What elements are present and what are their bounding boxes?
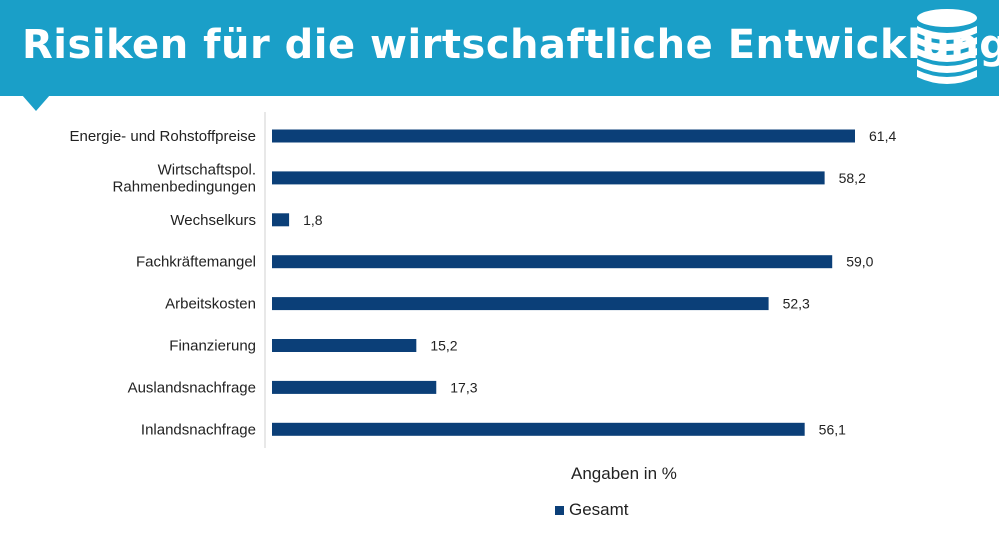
- bar-3: [272, 255, 833, 269]
- category-label-0: Energie- und Rohstoffpreise: [69, 128, 256, 145]
- x-axis-label: Angaben in %: [571, 464, 677, 483]
- value-label-2: 1,8: [303, 212, 323, 228]
- bar-4: [272, 297, 769, 311]
- value-label-7: 56,1: [819, 421, 846, 437]
- category-label-4: Arbeitskosten: [165, 296, 256, 313]
- category-label-6: Auslandsnachfrage: [128, 379, 256, 396]
- category-label-3: Fachkräftemangel: [136, 254, 256, 271]
- bar-6: [272, 380, 437, 394]
- legend-swatch-gesamt: [555, 506, 564, 515]
- value-label-5: 15,2: [430, 338, 457, 354]
- category-label-5: Finanzierung: [169, 338, 256, 355]
- bar-7: [272, 422, 805, 436]
- value-label-1: 58,2: [839, 170, 866, 186]
- title-banner: [0, 0, 999, 96]
- bar-1: [272, 171, 825, 185]
- title-banner-notch: [22, 95, 50, 111]
- bar-2: [272, 213, 290, 227]
- bar-5: [272, 339, 417, 352]
- value-label-6: 17,3: [450, 379, 477, 395]
- bar-chart: Energie- und Rohstoffpreise Wirtschaftspo…: [69, 112, 896, 448]
- value-label-0: 61,4: [869, 128, 896, 144]
- legend-label-gesamt: Gesamt: [569, 500, 629, 519]
- bar-0: [272, 129, 855, 143]
- legend: Gesamt: [555, 500, 629, 520]
- category-label-2: Wechselkurs: [170, 212, 256, 229]
- value-label-4: 52,3: [783, 296, 810, 312]
- coins-stack-icon: [917, 9, 977, 84]
- page-title: Risiken für die wirtschaftliche Entwickl…: [22, 22, 999, 68]
- value-label-3: 59,0: [846, 254, 873, 270]
- category-label-1: Wirtschaftspol. Rahmenbedingungen: [113, 161, 256, 195]
- category-label-7: Inlandsnachfrage: [141, 421, 256, 438]
